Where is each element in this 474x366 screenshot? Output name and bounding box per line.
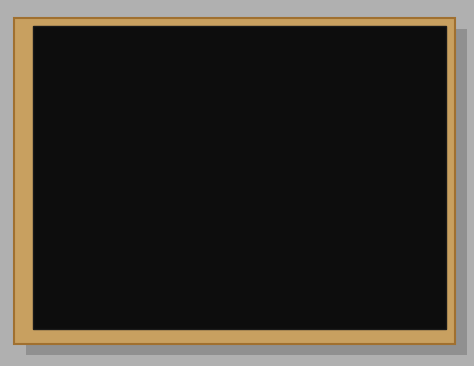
Text: a: a <box>133 57 140 67</box>
Text: $A = \dfrac{1}{2}bh$: $A = \dfrac{1}{2}bh$ <box>91 143 158 178</box>
Text: a: a <box>351 258 358 268</box>
Text: Triangle formula: Triangle formula <box>163 38 316 56</box>
Text: a: a <box>236 258 243 268</box>
Text: h: h <box>246 149 257 167</box>
Text: a: a <box>281 153 288 163</box>
Text: a: a <box>351 153 358 163</box>
Text: a: a <box>186 251 193 265</box>
Text: a: a <box>236 57 243 67</box>
Text: a: a <box>66 251 74 265</box>
Bar <box>363 296 404 310</box>
Text: Formula for area: Formula for area <box>276 134 392 148</box>
Text: b: b <box>142 276 154 294</box>
Text: b$\hat{h}$: b$\hat{h}$ <box>322 165 346 190</box>
Text: a: a <box>133 258 140 268</box>
Text: a: a <box>351 57 358 67</box>
